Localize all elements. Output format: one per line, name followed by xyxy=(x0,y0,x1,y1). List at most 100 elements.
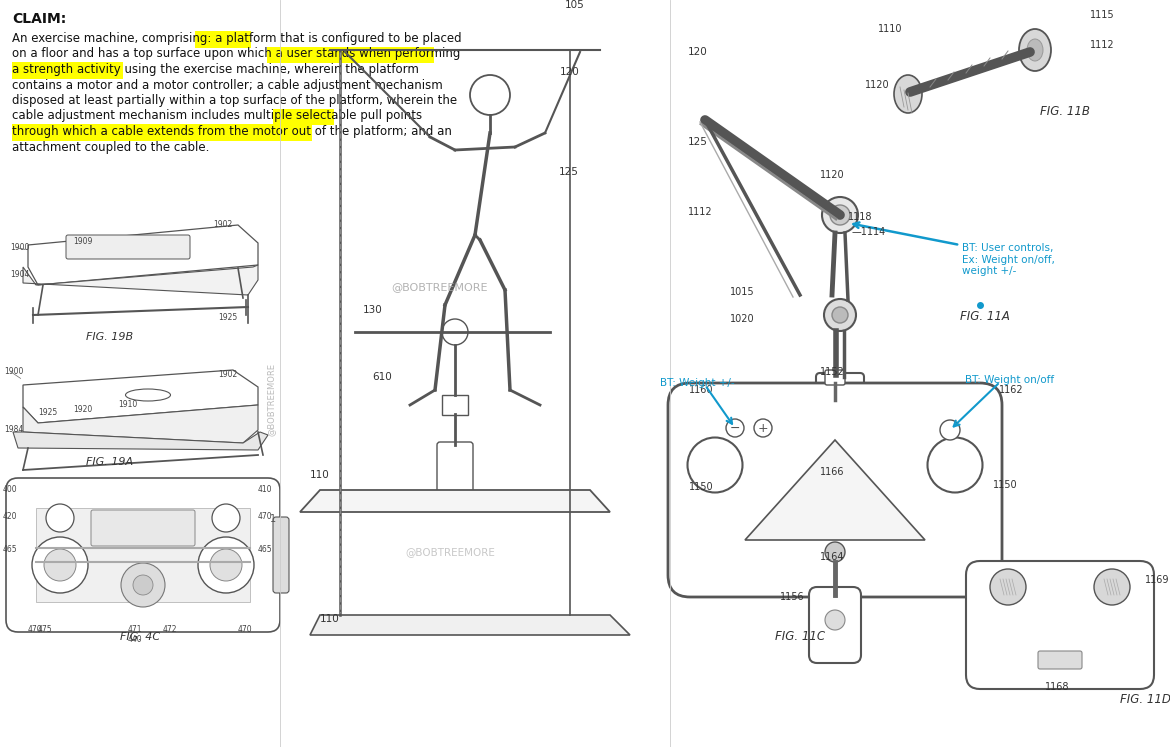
Text: 470: 470 xyxy=(259,512,273,521)
FancyBboxPatch shape xyxy=(966,561,1154,689)
FancyBboxPatch shape xyxy=(815,373,863,409)
Text: 1169: 1169 xyxy=(1145,575,1170,585)
Circle shape xyxy=(133,575,153,595)
Text: —1114: —1114 xyxy=(852,227,886,237)
Text: FIG. 11C: FIG. 11C xyxy=(775,630,825,643)
Circle shape xyxy=(1094,569,1130,605)
Text: 125: 125 xyxy=(559,167,579,177)
Circle shape xyxy=(32,537,88,593)
FancyBboxPatch shape xyxy=(36,508,250,602)
Text: @BOBTREEMORE: @BOBTREEMORE xyxy=(267,364,276,436)
Text: 465: 465 xyxy=(4,545,18,554)
Text: 1162: 1162 xyxy=(999,385,1024,395)
Circle shape xyxy=(209,549,242,581)
Circle shape xyxy=(825,542,845,562)
Ellipse shape xyxy=(928,438,983,492)
FancyBboxPatch shape xyxy=(1038,651,1082,669)
Text: cable adjustment mechanism includes multiple selectable pull points: cable adjustment mechanism includes mult… xyxy=(12,110,422,123)
Text: 1164: 1164 xyxy=(820,552,845,562)
Text: 1150: 1150 xyxy=(689,482,714,492)
Text: −: − xyxy=(730,421,741,435)
Text: 105: 105 xyxy=(565,0,585,10)
Text: FIG. 19A: FIG. 19A xyxy=(87,457,133,467)
Polygon shape xyxy=(23,370,259,423)
Text: 1904: 1904 xyxy=(11,270,29,279)
Circle shape xyxy=(121,563,165,607)
Text: FIG. 11D: FIG. 11D xyxy=(1120,693,1170,706)
Polygon shape xyxy=(23,405,259,443)
Ellipse shape xyxy=(1027,39,1042,61)
Text: 110: 110 xyxy=(310,470,330,480)
Text: FIG. 11A: FIG. 11A xyxy=(961,310,1010,323)
Text: FIG. 4C: FIG. 4C xyxy=(121,632,160,642)
FancyBboxPatch shape xyxy=(442,395,468,415)
Polygon shape xyxy=(300,490,610,512)
Text: contains a motor and a motor controller; a cable adjustment mechanism: contains a motor and a motor controller;… xyxy=(12,78,442,91)
Text: 1902: 1902 xyxy=(218,370,238,379)
Circle shape xyxy=(198,537,254,593)
Text: FIG. 19B: FIG. 19B xyxy=(87,332,133,342)
Text: 120: 120 xyxy=(688,47,708,57)
Circle shape xyxy=(825,610,845,630)
Bar xyxy=(12,124,311,140)
Text: 1152: 1152 xyxy=(820,367,845,377)
FancyBboxPatch shape xyxy=(91,510,195,546)
Text: @BOBTREEMORE: @BOBTREEMORE xyxy=(392,282,488,292)
Text: 125: 125 xyxy=(688,137,708,147)
Bar xyxy=(12,62,123,78)
Bar xyxy=(195,31,250,48)
Text: 1984: 1984 xyxy=(4,425,23,434)
Text: on a floor and has a top surface upon which a user stands when performing: on a floor and has a top surface upon wh… xyxy=(12,48,460,61)
Text: 465: 465 xyxy=(259,545,273,554)
Polygon shape xyxy=(310,615,629,635)
Text: 470: 470 xyxy=(238,625,253,634)
Text: 440: 440 xyxy=(128,635,143,644)
Text: through which a cable extends from the motor out of the platform; and an: through which a cable extends from the m… xyxy=(12,125,452,138)
Text: 1900: 1900 xyxy=(4,367,23,376)
Text: 1160: 1160 xyxy=(689,385,714,395)
Text: 1110: 1110 xyxy=(878,24,902,34)
Text: BT: Weight on/off: BT: Weight on/off xyxy=(965,375,1054,385)
Text: CLAIM:: CLAIM: xyxy=(12,12,67,26)
Text: 120: 120 xyxy=(560,67,580,77)
Circle shape xyxy=(46,504,74,532)
FancyBboxPatch shape xyxy=(668,383,1002,597)
Circle shape xyxy=(212,504,240,532)
Polygon shape xyxy=(23,265,259,295)
Text: 475: 475 xyxy=(37,625,53,634)
Text: 1166: 1166 xyxy=(820,467,845,477)
Text: 400: 400 xyxy=(4,485,18,494)
Text: 610: 610 xyxy=(372,372,392,382)
Ellipse shape xyxy=(125,389,171,401)
Text: 1902: 1902 xyxy=(213,220,233,229)
Text: 1925: 1925 xyxy=(37,408,57,417)
FancyBboxPatch shape xyxy=(808,587,861,663)
Text: +: + xyxy=(758,421,769,435)
Text: BT: User controls,
Ex: Weight on/off,
weight +/-: BT: User controls, Ex: Weight on/off, we… xyxy=(962,243,1055,276)
Text: attachment coupled to the cable.: attachment coupled to the cable. xyxy=(12,140,209,153)
Text: 1168: 1168 xyxy=(1045,682,1069,692)
Ellipse shape xyxy=(894,75,922,113)
Text: 470: 470 xyxy=(28,625,42,634)
Circle shape xyxy=(990,569,1026,605)
Text: 1909: 1909 xyxy=(73,237,92,246)
Text: 1115: 1115 xyxy=(1090,10,1115,20)
Text: 1156: 1156 xyxy=(780,592,805,602)
Circle shape xyxy=(823,197,858,233)
Bar xyxy=(273,108,333,125)
Circle shape xyxy=(44,549,76,581)
FancyBboxPatch shape xyxy=(825,370,845,385)
Text: 1112: 1112 xyxy=(688,207,713,217)
Text: 1118: 1118 xyxy=(848,212,873,222)
Polygon shape xyxy=(13,432,268,450)
Text: 130: 130 xyxy=(363,305,383,315)
FancyBboxPatch shape xyxy=(66,235,190,259)
FancyBboxPatch shape xyxy=(273,517,289,593)
Circle shape xyxy=(940,420,961,440)
Text: 420: 420 xyxy=(4,512,18,521)
Text: An exercise machine, comprising: a platform that is configured to be placed: An exercise machine, comprising: a platf… xyxy=(12,32,462,45)
Text: 1925: 1925 xyxy=(218,313,238,322)
Ellipse shape xyxy=(688,438,743,492)
Polygon shape xyxy=(28,225,259,285)
Text: 1920: 1920 xyxy=(73,405,92,414)
